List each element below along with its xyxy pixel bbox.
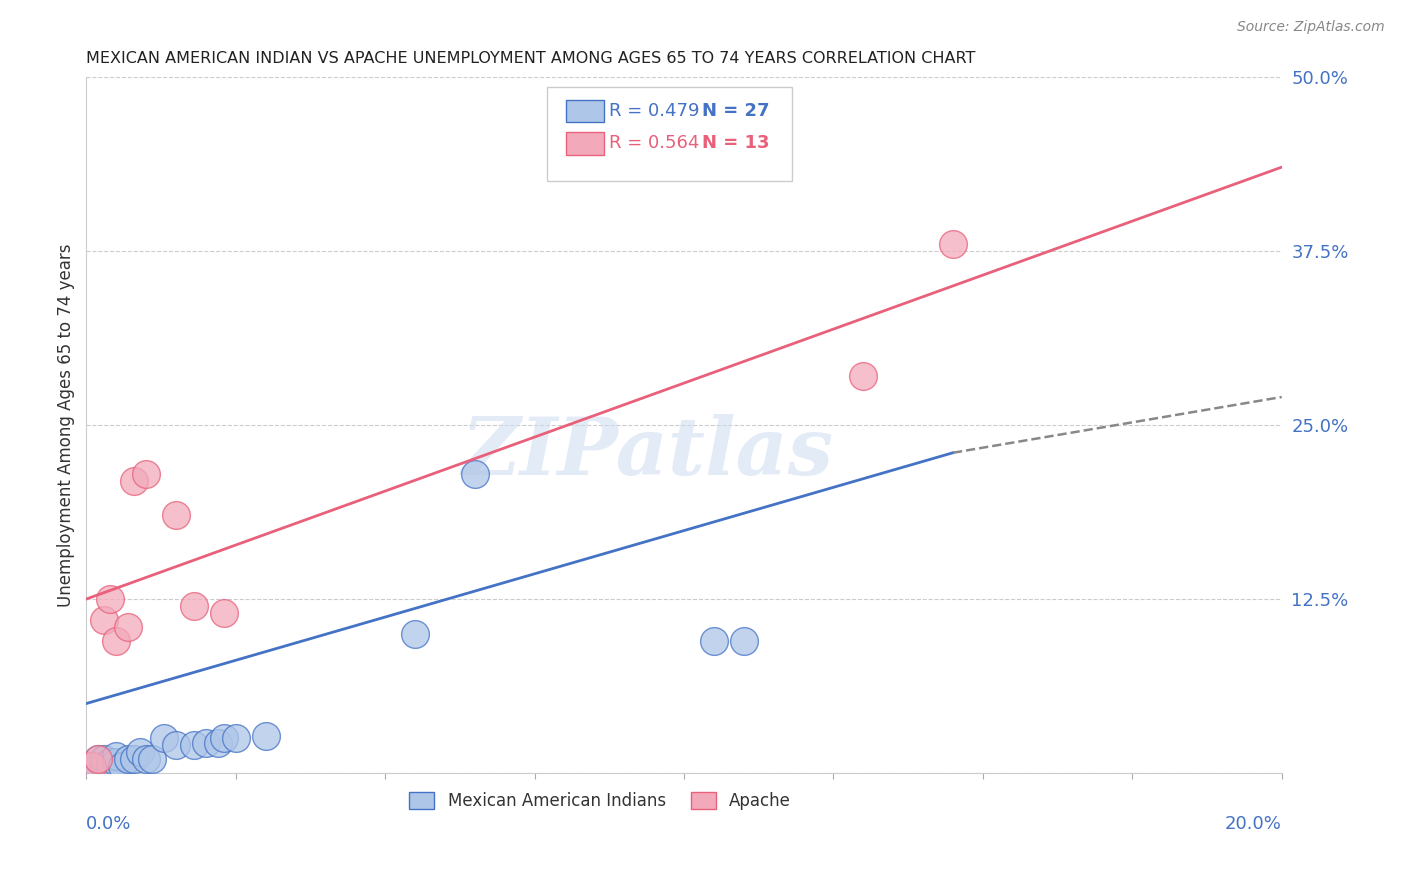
Point (122, 752, 145, 766)
Text: N = 13: N = 13 (702, 135, 769, 153)
Point (93, 759, 115, 773)
Point (165, 508, 187, 523)
Point (404, 627, 426, 641)
Point (93, 613, 115, 627)
Point (153, 731, 176, 746)
Point (122, 474, 145, 488)
Point (93, 752, 115, 766)
Point (183, 599, 205, 613)
Point (87, 752, 110, 766)
Point (194, 735, 217, 749)
Text: MEXICAN AMERICAN INDIAN VS APACHE UNEMPLOYMENT AMONG AGES 65 TO 74 YEARS CORRELA: MEXICAN AMERICAN INDIAN VS APACHE UNEMPL… (86, 51, 976, 66)
Point (87, 752, 110, 766)
Point (111, 759, 134, 773)
Point (105, 749, 128, 764)
Point (852, 369, 875, 384)
FancyBboxPatch shape (547, 87, 792, 181)
Point (135, 752, 157, 766)
Text: R = 0.479: R = 0.479 (609, 102, 699, 120)
Point (225, 731, 247, 746)
Point (98, 592, 121, 607)
Point (105, 755, 128, 769)
Text: 20.0%: 20.0% (1225, 815, 1282, 833)
Y-axis label: Unemployment Among Ages 65 to 74 years: Unemployment Among Ages 65 to 74 years (58, 244, 75, 607)
Point (82, 759, 104, 773)
Point (183, 739, 205, 753)
Point (82, 759, 104, 773)
Point (129, 745, 152, 759)
Point (105, 633, 128, 648)
Point (703, 633, 725, 648)
Point (207, 735, 229, 749)
Point (942, 236, 965, 251)
Text: 0.0%: 0.0% (86, 815, 132, 833)
Point (212, 606, 235, 620)
FancyBboxPatch shape (565, 100, 605, 122)
Text: Source: ZipAtlas.com: Source: ZipAtlas.com (1237, 20, 1385, 34)
Point (464, 467, 486, 481)
Point (254, 729, 277, 743)
Point (212, 731, 235, 746)
Point (117, 752, 139, 766)
Text: N = 27: N = 27 (702, 102, 769, 120)
Text: R = 0.564: R = 0.564 (609, 135, 699, 153)
Point (165, 739, 187, 753)
Point (733, 633, 755, 648)
Point (135, 467, 157, 481)
Point (98, 759, 121, 773)
Point (141, 752, 163, 766)
Point (98, 755, 121, 769)
FancyBboxPatch shape (565, 132, 605, 154)
Text: ZIPatlas: ZIPatlas (463, 414, 834, 491)
Legend: Mexican American Indians, Apache: Mexican American Indians, Apache (404, 786, 797, 817)
Point (87, 759, 110, 773)
Point (117, 620, 139, 634)
